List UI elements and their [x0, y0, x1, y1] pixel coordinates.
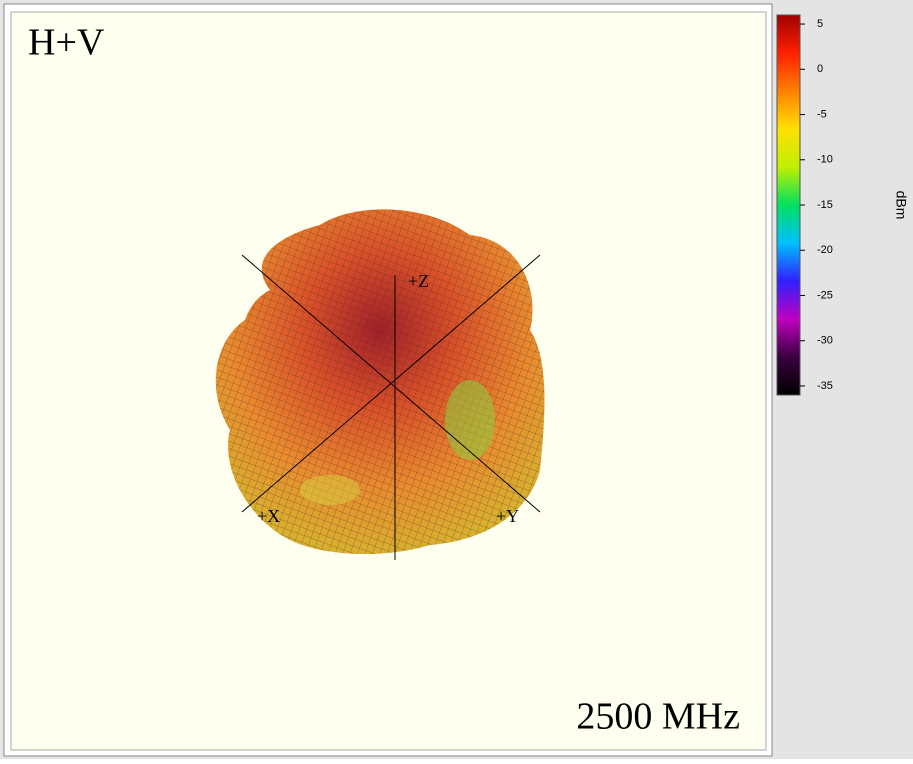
frequency-label: 2500 MHz [576, 696, 740, 738]
axes-3d [241, 254, 541, 560]
colorbar-tick-label: -30 [817, 335, 833, 347]
axis-label: +Z [408, 271, 429, 291]
colorbar-tick-label: -10 [817, 154, 833, 166]
colorbar-tick-label: 5 [817, 18, 823, 30]
colorbar-tick-label: 0 [817, 63, 823, 75]
chart-title: H+V [28, 22, 105, 64]
pattern-surface [215, 209, 545, 555]
colorbar [776, 14, 801, 396]
colorbar-tick-label: -20 [817, 244, 833, 256]
colorbar-tick-label: -15 [817, 199, 833, 211]
axis-label: +X [257, 506, 280, 526]
axis-label: +Y [496, 506, 519, 526]
colorbar-tick-label: -35 [817, 380, 833, 392]
colorbar-label: dBm [893, 191, 909, 220]
colorbar-tick-label: -5 [817, 108, 827, 120]
colorbar-tick-label: -25 [817, 289, 833, 301]
